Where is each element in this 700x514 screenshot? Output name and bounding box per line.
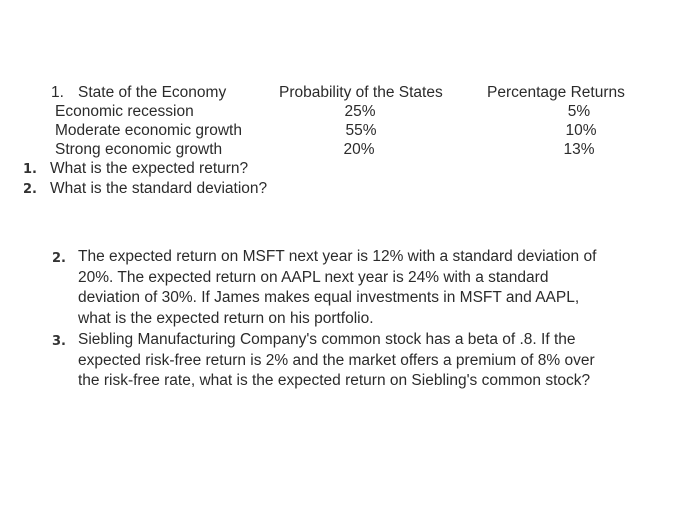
- question-number: 2.: [23, 182, 37, 197]
- row-return: 5%: [567, 103, 591, 120]
- text-line: The expected return on MSFT next year is…: [78, 248, 597, 265]
- table-number: 1.: [51, 84, 64, 101]
- problem-text: The expected return on MSFT next year is…: [78, 247, 596, 329]
- problem-number: 3.: [52, 334, 66, 349]
- header-state: State of the Economy: [78, 84, 227, 101]
- question-text: What is the standard deviation?: [50, 180, 268, 197]
- header-returns: Percentage Returns: [487, 84, 625, 101]
- problem-text: Siebling Manufacturing Company's common …: [78, 330, 595, 392]
- text-line: the risk-free rate, what is the expected…: [78, 372, 591, 389]
- text-line: expected risk-free return is 2% and the …: [78, 351, 595, 369]
- question-text: What is the expected return?: [50, 160, 249, 177]
- row-return: 10%: [565, 122, 597, 139]
- question-number: 1.: [23, 162, 37, 177]
- row-state: Economic recession: [55, 103, 194, 120]
- text-line: deviation of 30%. If James makes equal i…: [78, 289, 580, 306]
- text-line: Siebling Manufacturing Company's common …: [78, 331, 576, 348]
- row-probability: 20%: [343, 141, 375, 158]
- row-return: 13%: [563, 141, 595, 158]
- row-state: Strong economic growth: [55, 141, 223, 158]
- text-line: what is the expected return on his portf…: [78, 309, 374, 327]
- row-state: Moderate economic growth: [55, 122, 242, 139]
- problem-number: 2.: [52, 251, 66, 266]
- row-probability: 55%: [345, 122, 377, 139]
- row-probability: 25%: [344, 103, 376, 120]
- header-probability: Probability of the States: [279, 84, 443, 101]
- text-line: 20%. The expected return on AAPL next ye…: [78, 268, 549, 286]
